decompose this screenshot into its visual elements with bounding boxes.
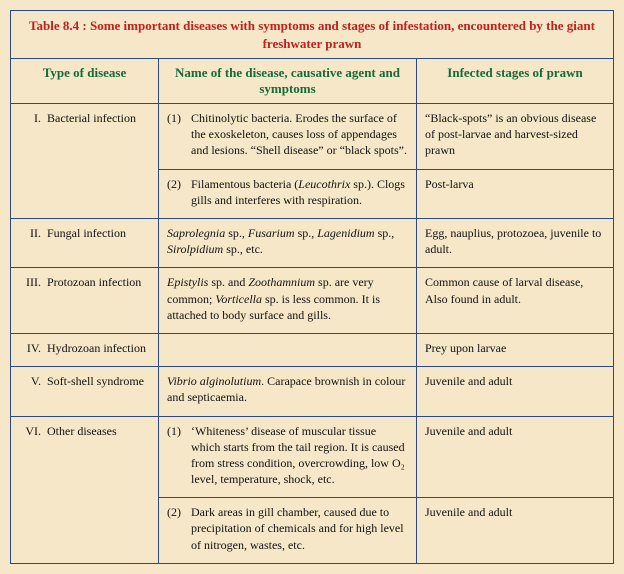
sub-row: Vibrio alginolutium. Carapace brownish i…	[159, 367, 613, 415]
type-number: V.	[19, 373, 47, 389]
sub-column: (1)Chitinolytic bacteria. Erodes the sur…	[159, 104, 613, 218]
sub-row: Epistylis sp. and Zoothamnium sp. are ve…	[159, 268, 613, 333]
desc-text: Epistylis sp. and Zoothamnium sp. are ve…	[167, 275, 380, 321]
type-cell: II.Fungal infection	[11, 219, 159, 267]
type-number: I.	[19, 110, 47, 126]
table-row: V.Soft-shell syndrome Vibrio alginolutium…	[11, 367, 613, 416]
table-body: I.Bacterial infection(1)Chitinolytic bac…	[11, 104, 613, 563]
sub-column: Epistylis sp. and Zoothamnium sp. are ve…	[159, 268, 613, 333]
name-cell: Epistylis sp. and Zoothamnium sp. are ve…	[159, 268, 417, 333]
type-label: Other diseases	[47, 423, 150, 439]
sub-row: Saprolegnia sp., Fusarium sp., Lagenidiu…	[159, 219, 613, 267]
table-row: III.Protozoan infectionEpistylis sp. and…	[11, 268, 613, 334]
desc-text: Dark areas in gill chamber, caused due t…	[191, 504, 408, 553]
header-stage: Infected stages of prawn	[417, 59, 613, 103]
type-cell: I.Bacterial infection	[11, 104, 159, 218]
table-row: I.Bacterial infection(1)Chitinolytic bac…	[11, 104, 613, 219]
sub-row: (1)Chitinolytic bacteria. Erodes the sur…	[159, 104, 613, 170]
stage-cell: Post-larva	[417, 170, 613, 218]
desc-text: Filamentous bacteria (Leucothrix sp.). C…	[191, 176, 408, 208]
type-cell: III.Protozoan infection	[11, 268, 159, 333]
name-cell	[159, 334, 417, 366]
desc-text: ‘Whiteness’ disease of muscular tissue w…	[191, 423, 408, 488]
sub-column: Prey upon larvae	[159, 334, 613, 366]
stage-cell: Juvenile and adult	[417, 417, 613, 498]
stage-cell: “Black-spots” is an obvious disease of p…	[417, 104, 613, 169]
type-number: VI.	[19, 423, 47, 439]
type-cell: IV.Hydrozoan infection	[11, 334, 159, 366]
sub-row: (2)Filamentous bacteria (Leucothrix sp.)…	[159, 170, 613, 218]
name-cell: (2)Filamentous bacteria (Leucothrix sp.)…	[159, 170, 417, 218]
stage-cell: Prey upon larvae	[417, 334, 613, 366]
stage-cell: Egg, nauplius, protozoea, juvenile to ad…	[417, 219, 613, 267]
disease-table: Table 8.4 : Some important diseases with…	[10, 10, 614, 564]
header-type: Type of disease	[11, 59, 159, 103]
desc-number: (2)	[167, 504, 191, 553]
sub-column: (1)‘Whiteness’ disease of muscular tissu…	[159, 417, 613, 563]
desc-text: Chitinolytic bacteria. Erodes the surfac…	[191, 110, 408, 159]
type-label: Protozoan infection	[47, 274, 150, 290]
name-cell: Saprolegnia sp., Fusarium sp., Lagenidiu…	[159, 219, 417, 267]
name-cell: (1)Chitinolytic bacteria. Erodes the sur…	[159, 104, 417, 169]
table-caption: Table 8.4 : Some important diseases with…	[11, 11, 613, 59]
sub-row: (2)Dark areas in gill chamber, caused du…	[159, 498, 613, 563]
type-number: IV.	[19, 340, 47, 356]
sub-column: Saprolegnia sp., Fusarium sp., Lagenidiu…	[159, 219, 613, 267]
stage-cell: Common cause of larval disease, Also fou…	[417, 268, 613, 333]
type-cell: VI.Other diseases	[11, 417, 159, 563]
type-label: Fungal infection	[47, 225, 150, 241]
desc-number: (1)	[167, 110, 191, 159]
type-cell: V.Soft-shell syndrome	[11, 367, 159, 415]
table-header-row: Type of disease Name of the disease, cau…	[11, 59, 613, 104]
desc-text: Saprolegnia sp., Fusarium sp., Lagenidiu…	[167, 226, 394, 256]
type-label: Hydrozoan infection	[47, 340, 150, 356]
type-number: II.	[19, 225, 47, 241]
sub-row: Prey upon larvae	[159, 334, 613, 366]
table-row: VI.Other diseases(1)‘Whiteness’ disease …	[11, 417, 613, 563]
sub-column: Vibrio alginolutium. Carapace brownish i…	[159, 367, 613, 415]
sub-row: (1)‘Whiteness’ disease of muscular tissu…	[159, 417, 613, 499]
header-name: Name of the disease, causative agent and…	[159, 59, 417, 103]
name-cell: Vibrio alginolutium. Carapace brownish i…	[159, 367, 417, 415]
stage-cell: Juvenile and adult	[417, 367, 613, 415]
type-number: III.	[19, 274, 47, 290]
type-label: Soft-shell syndrome	[47, 373, 150, 389]
type-label: Bacterial infection	[47, 110, 150, 126]
table-row: IV.Hydrozoan infection Prey upon larvae	[11, 334, 613, 367]
desc-text: Vibrio alginolutium. Carapace brownish i…	[167, 374, 405, 404]
desc-number: (1)	[167, 423, 191, 488]
stage-cell: Juvenile and adult	[417, 498, 613, 563]
table-row: II.Fungal infection Saprolegnia sp., Fusa…	[11, 219, 613, 268]
name-cell: (1)‘Whiteness’ disease of muscular tissu…	[159, 417, 417, 498]
desc-number: (2)	[167, 176, 191, 208]
name-cell: (2)Dark areas in gill chamber, caused du…	[159, 498, 417, 563]
